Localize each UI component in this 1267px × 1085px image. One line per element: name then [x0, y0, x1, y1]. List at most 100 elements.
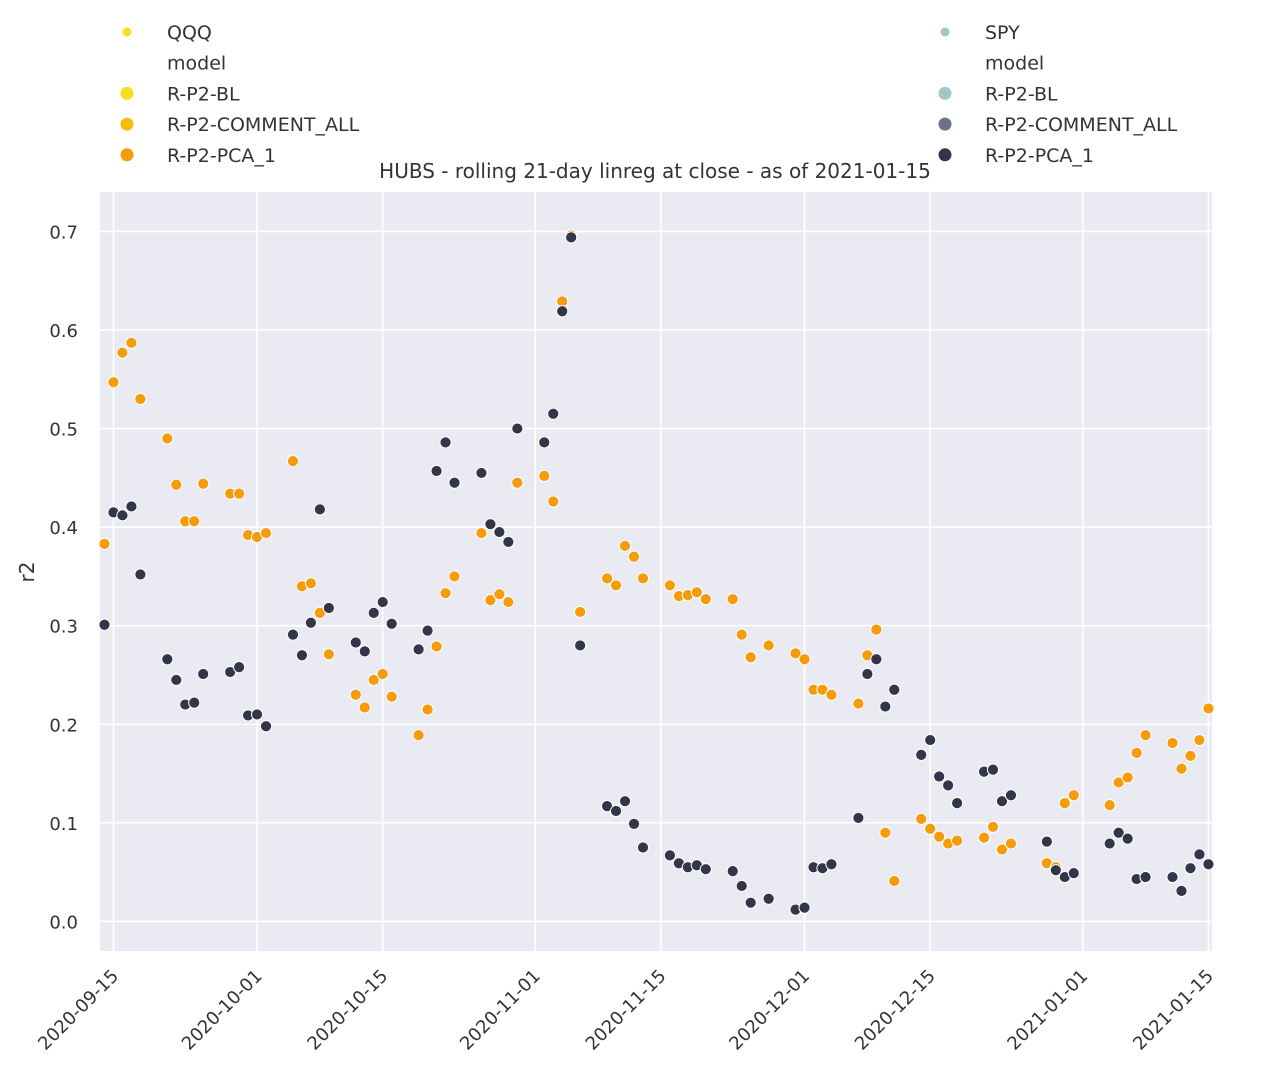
point-spy: [250, 708, 264, 721]
point-spy: [1004, 789, 1018, 802]
point-qqq: [421, 703, 434, 716]
point-spy: [547, 407, 560, 420]
legend-label-r-p2-comment-all: R-P2-COMMENT_ALL: [985, 114, 1178, 136]
point-spy: [448, 476, 461, 489]
point-qqq: [412, 729, 425, 742]
point-qqq: [618, 539, 632, 552]
x-tick-label: 2020-11-01: [456, 966, 545, 1055]
point-qqq: [493, 588, 506, 601]
point-qqq: [1166, 736, 1179, 750]
point-spy: [170, 673, 183, 687]
point-qqq: [1103, 799, 1116, 812]
point-qqq: [977, 831, 991, 844]
legend-marker-qqq: [122, 27, 132, 37]
point-spy: [924, 733, 937, 747]
point-spy: [358, 645, 371, 658]
point-qqq: [1202, 702, 1215, 715]
point-spy: [951, 797, 964, 810]
point-spy: [699, 863, 712, 876]
point-qqq: [951, 834, 964, 847]
point-qqq: [574, 605, 587, 619]
point-qqq: [798, 653, 811, 666]
point-qqq: [1067, 789, 1080, 802]
point-spy: [349, 636, 362, 649]
legend-label-r-p2-bl: R-P2-BL: [985, 83, 1058, 105]
point-spy: [726, 865, 739, 878]
point-qqq: [116, 346, 129, 359]
point-spy: [439, 436, 452, 449]
point-spy: [1040, 835, 1053, 848]
point-qqq: [744, 651, 757, 664]
x-tick-label: 2020-12-01: [725, 966, 814, 1055]
point-spy: [762, 892, 775, 905]
point-spy: [636, 841, 650, 854]
point-spy: [1175, 884, 1188, 897]
point-qqq: [609, 579, 623, 592]
point-spy: [609, 804, 623, 818]
point-spy: [1112, 826, 1125, 839]
point-spy: [313, 503, 326, 516]
point-spy: [511, 422, 524, 435]
point-qqq: [690, 586, 703, 599]
point-qqq: [663, 579, 677, 592]
x-axis: 2020-09-15 2020-10-01 2020-10-15 2020-11-01…: [34, 966, 1218, 1055]
x-tick-label: 2020-09-15: [34, 966, 123, 1055]
point-spy: [1202, 858, 1215, 871]
point-qqq: [870, 623, 883, 636]
point-qqq: [98, 537, 111, 551]
point-spy: [412, 643, 425, 656]
point-spy: [825, 858, 838, 871]
point-qqq: [600, 572, 614, 585]
point-qqq: [134, 392, 147, 406]
point-qqq: [699, 593, 712, 606]
x-tick-label: 2021-01-15: [1129, 966, 1218, 1055]
point-spy: [1067, 867, 1080, 880]
point-spy: [1121, 832, 1134, 845]
point-qqq: [995, 843, 1009, 856]
point-qqq: [430, 640, 443, 653]
point-spy: [942, 779, 955, 792]
point-spy: [98, 618, 111, 631]
point-qqq: [986, 820, 1000, 833]
x-tick-label: 2020-12-15: [851, 966, 940, 1055]
y-tick-label: 0.6: [49, 321, 78, 342]
legend-marker-spy: [940, 27, 950, 37]
y-tick-label: 0.1: [49, 814, 78, 835]
point-qqq: [735, 628, 748, 641]
point-spy: [852, 811, 865, 825]
legend-marker-r-p2-comment-all: [120, 117, 134, 131]
point-qqq: [888, 874, 901, 888]
legend-marker-r-p2-bl: [120, 86, 134, 100]
legend-label-r-p2-bl: R-P2-BL: [167, 83, 240, 105]
point-spy: [475, 466, 488, 480]
grid: [100, 192, 1212, 951]
y-tick-label: 0.7: [49, 222, 78, 243]
point-qqq: [1139, 729, 1152, 742]
point-qqq: [170, 478, 183, 491]
legend-label-r-p2-pca-1: R-P2-PCA_1: [985, 145, 1094, 167]
point-qqq: [385, 690, 398, 703]
point-spy: [134, 568, 147, 581]
point-spy: [295, 649, 309, 662]
point-spy: [861, 667, 874, 681]
x-tick-label: 2021-01-01: [1003, 966, 1092, 1055]
y-tick-label: 0.2: [49, 715, 78, 736]
point-qqq: [125, 336, 138, 349]
point-spy: [502, 535, 515, 549]
point-spy: [322, 601, 335, 615]
y-axis: 0.0 0.1 0.2 0.3 0.4 0.5 0.6 0.7: [49, 222, 78, 933]
point-qqq: [547, 495, 560, 508]
point-spy: [986, 763, 1000, 776]
point-spy: [870, 653, 883, 666]
point-qqq: [286, 455, 300, 468]
point-spy: [565, 231, 578, 244]
point-qqq: [358, 701, 371, 714]
point-spy: [888, 683, 901, 696]
point-qqq: [502, 595, 515, 609]
legend-label-r-p2-comment-all: R-P2-COMMENT_ALL: [167, 114, 360, 136]
point-spy: [933, 770, 946, 783]
legend-marker-r-p2-bl: [938, 86, 952, 100]
point-qqq: [1193, 733, 1206, 747]
point-qqq: [538, 469, 551, 482]
point-spy: [1139, 870, 1152, 884]
